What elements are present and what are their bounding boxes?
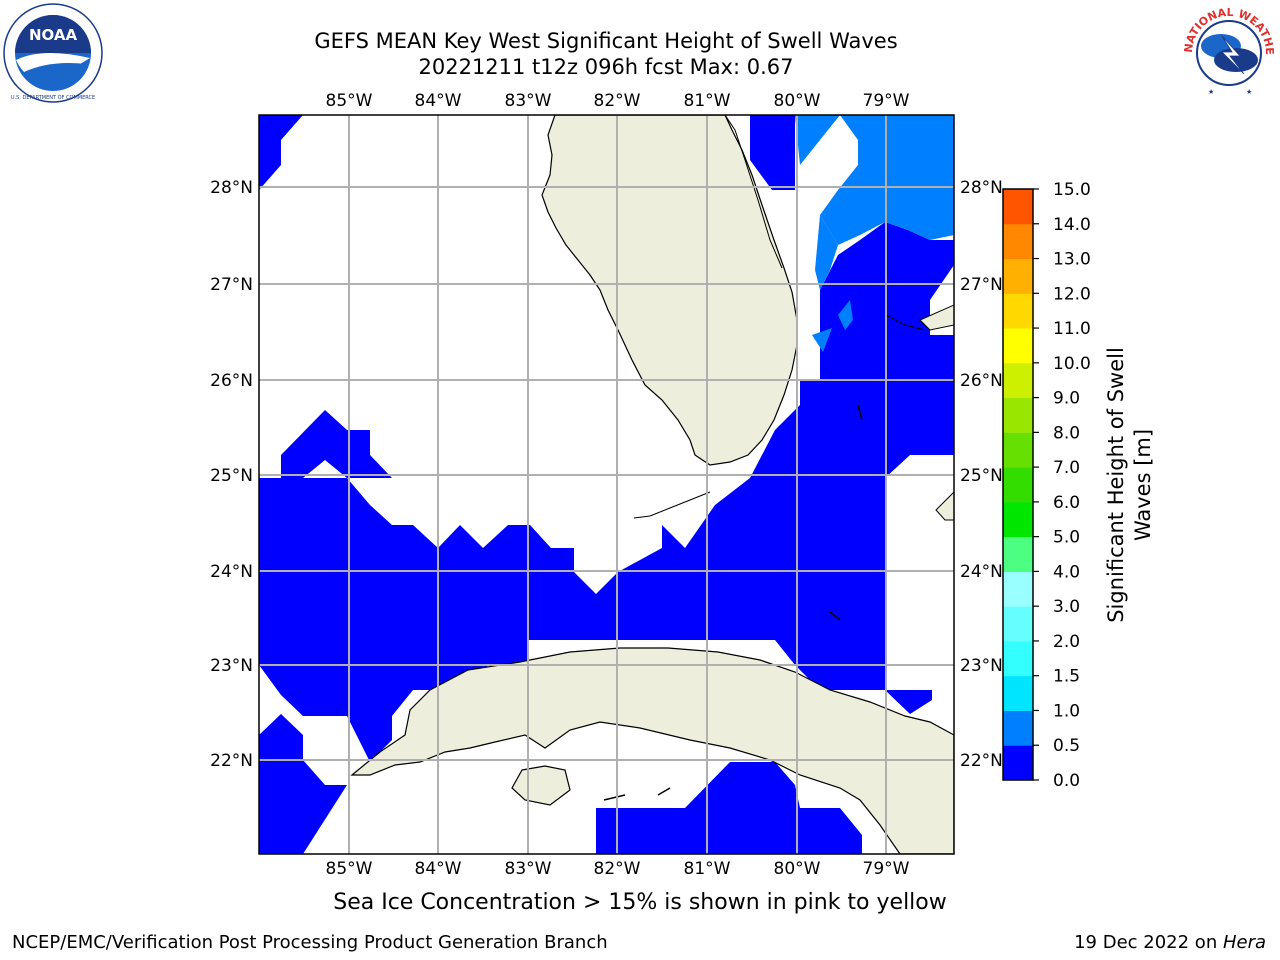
lon-label: 83°W [505, 91, 552, 111]
colorbar-frame [1002, 188, 1034, 781]
colorbar-tick-label: 0.0 [1053, 771, 1080, 791]
lat-label: 28°N [960, 178, 1003, 198]
colorbar-tick-label: 3.0 [1053, 597, 1080, 617]
footer-host: Hera [1222, 932, 1266, 953]
colorbar-segment [1003, 293, 1033, 329]
lon-label: 79°W [863, 859, 910, 879]
colorbar-tick-label: 1.0 [1053, 701, 1080, 721]
lon-labels-bottom: 85°W 84°W 83°W 82°W 81°W 80°W 79°W [326, 859, 910, 879]
colorbar-segment [1003, 397, 1033, 433]
svg-text:U.S. DEPARTMENT OF COMMERCE: U.S. DEPARTMENT OF COMMERCE [11, 95, 95, 101]
isla-juventud-land [511, 765, 571, 806]
colorbar-segment [1003, 745, 1033, 781]
colorbar-segment [1003, 258, 1033, 294]
lat-label: 25°N [960, 466, 1003, 486]
colorbar-tick-label: 2.0 [1053, 632, 1080, 652]
lat-label: 25°N [210, 466, 253, 486]
noaa-logo: NOAA U.S. DEPARTMENT OF COMMERCE [3, 3, 103, 103]
lon-label: 83°W [505, 859, 552, 879]
colorbar-ticks: 0.0 0.5 1.0 1.5 2.0 3.0 4.0 5.0 6.0 7.0 8.0 9.0 10.0… [1033, 180, 1091, 791]
map-frame [258, 114, 955, 855]
colorbar-tick-label: 11.0 [1053, 319, 1091, 339]
colorbar-tick-label: 7.0 [1053, 458, 1080, 478]
colorbar-tick-label: 0.5 [1053, 736, 1080, 756]
colorbar-segment [1003, 328, 1033, 364]
gridlines [259, 115, 954, 854]
lat-label: 22°N [210, 751, 253, 771]
lat-label: 26°N [210, 371, 253, 391]
colorbar-tick-label: 6.0 [1053, 493, 1080, 513]
lat-label: 24°N [210, 562, 253, 582]
colorbar-tick-label: 4.0 [1053, 562, 1080, 582]
lat-label: 23°N [960, 656, 1003, 676]
map-title: GEFS MEAN Key West Significant Height of… [314, 29, 898, 53]
colorbar-tick-label: 14.0 [1053, 215, 1091, 235]
lat-labels-left: 28°N 27°N 26°N 25°N 24°N 23°N 22°N [210, 178, 253, 771]
colorbar-segment [1003, 675, 1033, 711]
cuba-land [350, 647, 954, 854]
lon-labels-top: 85°W 84°W 83°W 82°W 81°W 80°W 79°W [326, 91, 910, 111]
florida-land [541, 115, 798, 466]
sea-ice-caption: Sea Ice Concentration > 15% is shown in … [333, 890, 947, 915]
colorbar-tick-label: 12.0 [1053, 284, 1091, 304]
lat-label: 26°N [960, 371, 1003, 391]
colorbar-tick-label: 9.0 [1053, 389, 1080, 409]
lon-label: 81°W [684, 859, 731, 879]
colorbar-label-line1: Significant Height of Swell [1104, 347, 1128, 623]
colorbar-segment [1003, 362, 1033, 399]
lon-label: 82°W [594, 91, 641, 111]
swell-0-0.5-fill [259, 115, 954, 854]
svg-text:★: ★ [1208, 88, 1214, 96]
colorbar-segment [1003, 606, 1033, 642]
bahamas-land [919, 304, 954, 331]
noaa-logo-text: NOAA [29, 26, 78, 44]
florida-coast-detail [724, 115, 783, 269]
colorbar-tick-label: 1.5 [1053, 667, 1080, 687]
lon-label: 81°W [684, 91, 731, 111]
lat-label: 22°N [960, 751, 1003, 771]
bahamas-coast [885, 314, 926, 331]
colorbar-segment [1003, 571, 1033, 607]
colorbar-tick-label: 10.0 [1053, 354, 1091, 374]
colorbar [1002, 188, 1034, 781]
lat-label: 27°N [210, 275, 253, 295]
lon-label: 82°W [594, 859, 641, 879]
swell-0.5-1.0-fill [795, 115, 954, 352]
colorbar-segment [1003, 223, 1033, 260]
colorbar-tick-label: 5.0 [1053, 528, 1080, 548]
footer-branch: NCEP/EMC/Verification Post Processing Pr… [12, 932, 608, 953]
colorbar-segment [1003, 467, 1033, 503]
lon-label: 79°W [863, 91, 910, 111]
nws-logo: NATIONAL WEATHER SERVICE ★★ [1178, 2, 1277, 101]
small-islands [603, 404, 863, 801]
lat-label: 23°N [210, 656, 253, 676]
lat-label: 24°N [960, 562, 1003, 582]
colorbar-tick-label: 8.0 [1053, 423, 1080, 443]
footer-date-text: 19 Dec 2022 on [1074, 932, 1223, 953]
colorbar-tick-label: 13.0 [1053, 250, 1091, 270]
lon-label: 80°W [774, 91, 821, 111]
bahamas-south-land [935, 491, 954, 521]
svg-text:★: ★ [1246, 88, 1252, 96]
lon-label: 80°W [774, 859, 821, 879]
colorbar-label-line2: Waves [m] [1131, 429, 1155, 541]
lon-label: 84°W [415, 91, 462, 111]
colorbar-segment [1003, 501, 1033, 538]
map-subtitle: 20221211 t12z 096h fcst Max: 0.67 [418, 55, 794, 79]
florida-keys [633, 491, 711, 519]
colorbar-tick-label: 15.0 [1053, 180, 1091, 200]
lon-label: 85°W [326, 859, 373, 879]
colorbar-segment [1003, 640, 1033, 677]
colorbar-segment [1003, 710, 1033, 746]
lat-label: 27°N [960, 275, 1003, 295]
colorbar-segment [1003, 189, 1033, 225]
footer-date: 19 Dec 2022 on Hera [1074, 932, 1266, 953]
colorbar-segment [1003, 432, 1033, 468]
colorbar-segment [1003, 536, 1033, 572]
lat-label: 28°N [210, 178, 253, 198]
lon-label: 85°W [326, 91, 373, 111]
lon-label: 84°W [415, 859, 462, 879]
lat-labels-right: 28°N 27°N 26°N 25°N 24°N 23°N 22°N [960, 178, 1003, 771]
